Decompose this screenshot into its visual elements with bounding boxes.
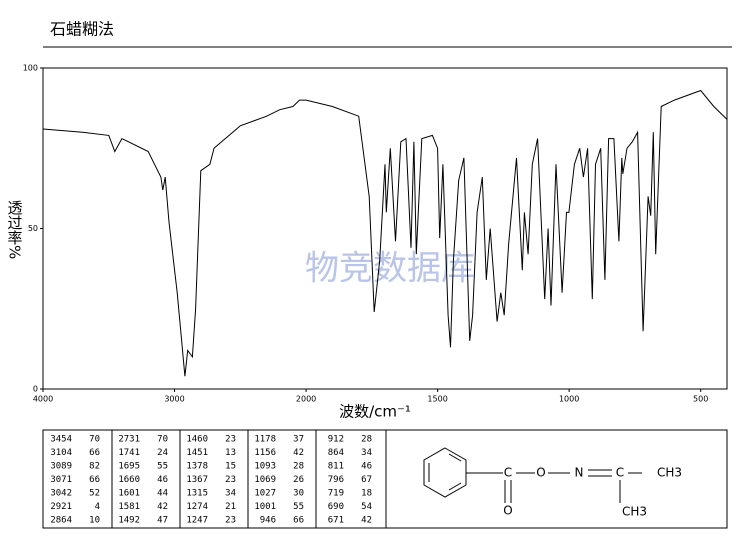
peak-transmittance: 4 bbox=[95, 502, 100, 512]
peak-wavenumber: 2864 bbox=[50, 516, 72, 526]
peak-wavenumber: 796 bbox=[328, 475, 344, 485]
peak-wavenumber: 864 bbox=[328, 448, 344, 458]
peak-wavenumber: 811 bbox=[328, 462, 344, 472]
peak-wavenumber: 719 bbox=[328, 489, 344, 499]
peak-transmittance: 66 bbox=[89, 475, 100, 485]
y-axis-label: 透过率% bbox=[6, 200, 24, 259]
peak-transmittance: 21 bbox=[225, 502, 236, 512]
peak-wavenumber: 1492 bbox=[118, 516, 140, 526]
benzene-ring bbox=[423, 447, 642, 503]
peak-wavenumber: 3071 bbox=[50, 475, 72, 485]
y-tick-label: 0 bbox=[33, 385, 38, 394]
peak-transmittance: 82 bbox=[89, 462, 100, 472]
peak-transmittance: 30 bbox=[293, 489, 304, 499]
peak-transmittance: 44 bbox=[157, 489, 168, 499]
peak-transmittance: 28 bbox=[293, 462, 304, 472]
x-tick-label: 4000 bbox=[33, 395, 53, 404]
peak-transmittance: 23 bbox=[225, 435, 236, 445]
x-tick-label: 1500 bbox=[427, 395, 447, 404]
peak-transmittance: 54 bbox=[361, 502, 372, 512]
peak-transmittance: 10 bbox=[89, 516, 100, 526]
peak-wavenumber: 1178 bbox=[254, 435, 276, 445]
peak-wavenumber: 1069 bbox=[254, 475, 276, 485]
atom-label: O bbox=[536, 466, 545, 480]
peak-transmittance: 18 bbox=[361, 489, 372, 499]
y-tick-label: 100 bbox=[23, 64, 38, 73]
peak-transmittance: 37 bbox=[293, 435, 304, 445]
peak-transmittance: 67 bbox=[361, 475, 372, 485]
peak-wavenumber: 1695 bbox=[118, 462, 140, 472]
peak-wavenumber: 1093 bbox=[254, 462, 276, 472]
peak-transmittance: 55 bbox=[293, 502, 304, 512]
peak-wavenumber: 1156 bbox=[254, 448, 276, 458]
peak-transmittance: 46 bbox=[157, 475, 168, 485]
atom-label: CH3 bbox=[657, 466, 682, 480]
atom-label: O bbox=[503, 504, 512, 518]
peak-wavenumber: 3454 bbox=[50, 435, 72, 445]
atom-label: C bbox=[616, 466, 624, 480]
peak-wavenumber: 3089 bbox=[50, 462, 72, 472]
peak-wavenumber: 671 bbox=[328, 516, 344, 526]
peak-wavenumber: 1460 bbox=[186, 435, 208, 445]
spectrum-line bbox=[42, 89, 728, 377]
peak-transmittance: 34 bbox=[361, 448, 372, 458]
plot-frame bbox=[42, 67, 728, 390]
peak-transmittance: 28 bbox=[361, 435, 372, 445]
peak-transmittance: 66 bbox=[89, 448, 100, 458]
peak-transmittance: 42 bbox=[293, 448, 304, 458]
peak-transmittance: 70 bbox=[89, 435, 100, 445]
peak-transmittance: 34 bbox=[225, 489, 236, 499]
peak-wavenumber: 1027 bbox=[254, 489, 276, 499]
peak-wavenumber: 1660 bbox=[118, 475, 140, 485]
peak-wavenumber: 912 bbox=[328, 435, 344, 445]
peak-wavenumber: 1367 bbox=[186, 475, 208, 485]
watermark: 物竞数据库 bbox=[305, 249, 475, 289]
peak-transmittance: 70 bbox=[157, 435, 168, 445]
x-axis-label: 波数/cm⁻¹ bbox=[339, 403, 411, 421]
peak-wavenumber: 3042 bbox=[50, 489, 72, 499]
x-tick-label: 500 bbox=[693, 395, 708, 404]
x-tick-label: 2000 bbox=[296, 395, 316, 404]
peak-transmittance: 24 bbox=[157, 448, 168, 458]
y-tick-label: 50 bbox=[28, 224, 38, 233]
peak-wavenumber: 2921 bbox=[50, 502, 72, 512]
peak-transmittance: 13 bbox=[225, 448, 236, 458]
peak-transmittance: 46 bbox=[361, 462, 372, 472]
peak-transmittance: 47 bbox=[157, 516, 168, 526]
peak-transmittance: 42 bbox=[157, 502, 168, 512]
peak-transmittance: 55 bbox=[157, 462, 168, 472]
title: 石蜡糊法 bbox=[50, 20, 114, 39]
peak-transmittance: 23 bbox=[225, 475, 236, 485]
peak-transmittance: 26 bbox=[293, 475, 304, 485]
table-frame bbox=[42, 429, 728, 529]
peak-wavenumber: 1378 bbox=[186, 462, 208, 472]
peak-transmittance: 15 bbox=[225, 462, 236, 472]
peak-wavenumber: 1315 bbox=[186, 489, 208, 499]
peak-wavenumber: 1741 bbox=[118, 448, 140, 458]
peak-transmittance: 42 bbox=[361, 516, 372, 526]
peak-wavenumber: 1247 bbox=[186, 516, 208, 526]
peak-transmittance: 66 bbox=[293, 516, 304, 526]
atom-label: C bbox=[504, 466, 512, 480]
x-tick-label: 1000 bbox=[559, 395, 579, 404]
peak-wavenumber: 1274 bbox=[186, 502, 208, 512]
atom-label: N bbox=[575, 466, 584, 480]
peak-wavenumber: 1451 bbox=[186, 448, 208, 458]
atom-label: CH3 bbox=[622, 505, 647, 519]
peak-wavenumber: 2731 bbox=[118, 435, 140, 445]
x-tick-label: 3000 bbox=[164, 395, 184, 404]
peak-wavenumber: 690 bbox=[328, 502, 344, 512]
peak-wavenumber: 1601 bbox=[118, 489, 140, 499]
peak-wavenumber: 946 bbox=[260, 516, 276, 526]
peak-wavenumber: 1581 bbox=[118, 502, 140, 512]
peak-wavenumber: 3104 bbox=[50, 448, 72, 458]
peak-transmittance: 52 bbox=[89, 489, 100, 499]
peak-wavenumber: 1001 bbox=[254, 502, 276, 512]
peak-transmittance: 23 bbox=[225, 516, 236, 526]
